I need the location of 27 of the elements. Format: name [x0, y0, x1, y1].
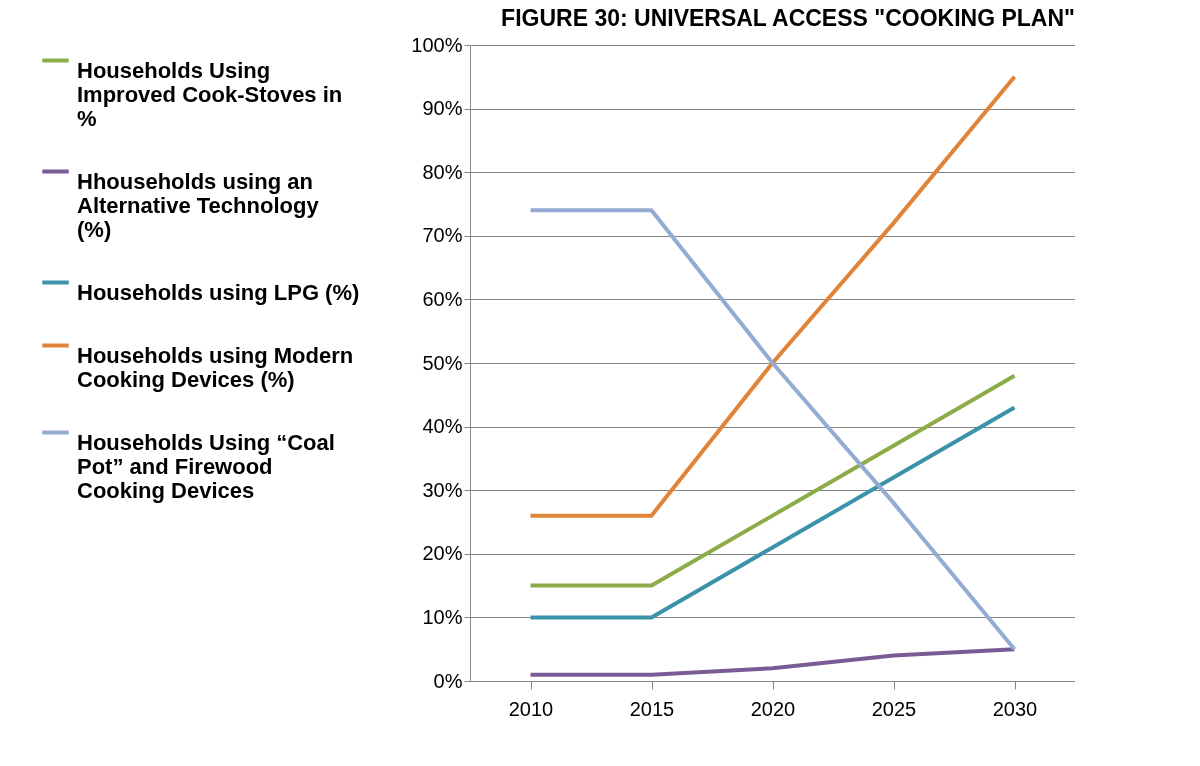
line-series — [528, 647, 1017, 677]
legend-label: Households Using Improved Cook-Stoves in % — [77, 57, 343, 131]
legend-label: Households using LPG (%) — [77, 279, 360, 305]
y-tick-label: 20% — [422, 542, 463, 565]
y-tick-label: 40% — [422, 415, 463, 438]
x-tick-label: 2010 — [508, 697, 554, 720]
legend-label: Households using Modern Cooking Devices (%) — [77, 342, 354, 392]
y-tick-label: 60% — [422, 287, 463, 310]
legend-label: Hhouseholds using an Alternative Technology (%) — [77, 168, 320, 242]
x-tick-label: 2025 — [871, 697, 917, 720]
x-tick-label: 2015 — [629, 697, 675, 720]
y-tick-label: 100% — [411, 33, 463, 56]
chart-title: FIGURE 30: UNIVERSAL ACCESS "COOKING PLAN" — [501, 5, 1075, 31]
legend-label: Households Using “Coal Pot” and Firewood Cooking Devices — [77, 429, 335, 503]
line-series — [528, 373, 1017, 588]
y-tick-label: 50% — [422, 351, 463, 374]
line-series — [528, 405, 1017, 620]
x-tick-label: 2030 — [992, 697, 1038, 720]
y-tick-label: 0% — [433, 669, 463, 692]
y-tick-label: 90% — [422, 97, 463, 120]
y-tick-label: 80% — [422, 160, 463, 183]
y-tick-label: 30% — [422, 478, 463, 501]
line-series — [528, 208, 1017, 652]
x-tick-label: 2020 — [750, 697, 796, 720]
line-series — [528, 74, 1017, 518]
y-tick-label: 70% — [422, 224, 463, 247]
y-tick-label: 10% — [422, 605, 463, 628]
